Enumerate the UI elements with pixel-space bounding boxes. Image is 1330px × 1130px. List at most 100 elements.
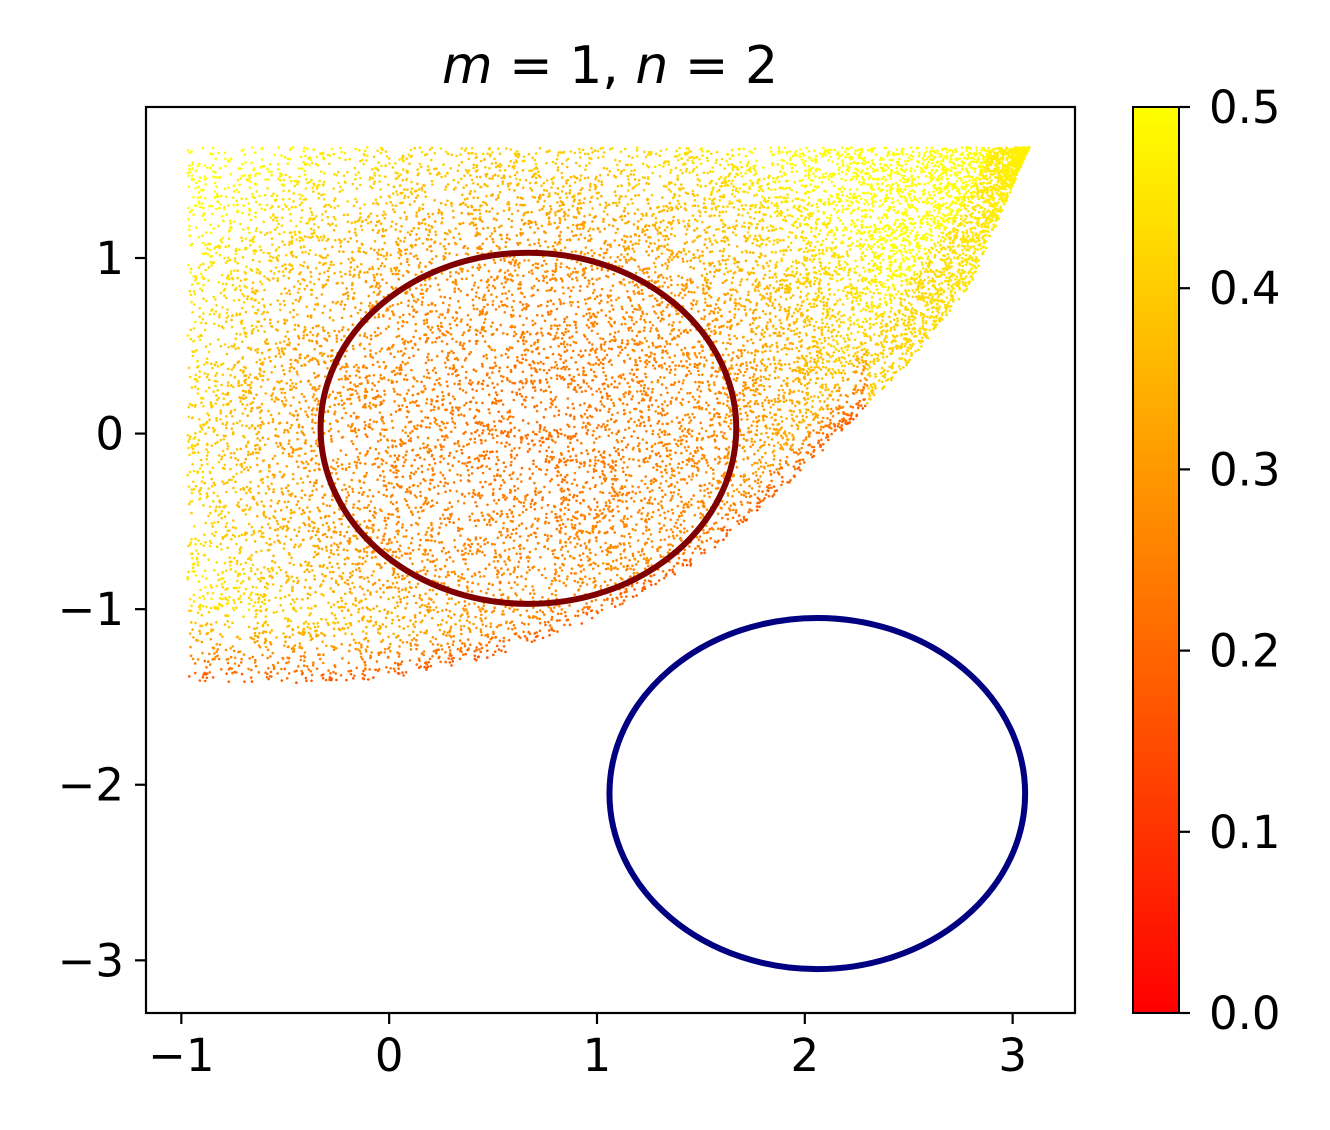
scatter-point [388, 162, 391, 165]
scatter-point [289, 212, 292, 216]
scatter-point [560, 480, 564, 484]
scatter-point [679, 360, 683, 363]
scatter-point [339, 533, 342, 536]
scatter-point [723, 360, 727, 363]
scatter-point [334, 581, 338, 585]
scatter-point [836, 398, 840, 402]
scatter-point [476, 251, 480, 255]
scatter-point [787, 312, 791, 315]
scatter-point [403, 196, 406, 200]
scatter-point [657, 210, 661, 214]
scatter-point [285, 421, 289, 425]
scatter-point [187, 218, 190, 221]
scatter-point [615, 298, 618, 302]
scatter-point [221, 392, 224, 395]
scatter-point [469, 318, 472, 321]
scatter-point [475, 307, 479, 311]
scatter-point [220, 668, 223, 671]
scatter-point [211, 152, 215, 156]
scatter-point [513, 447, 516, 450]
scatter-point [438, 377, 441, 380]
scatter-point [599, 294, 602, 297]
scatter-point [582, 201, 585, 205]
scatter-point [768, 284, 772, 287]
scatter-point [442, 245, 446, 248]
scatter-point [670, 396, 674, 400]
scatter-point [702, 202, 706, 205]
scatter-point [323, 171, 326, 175]
scatter-point [773, 370, 777, 373]
scatter-point [492, 499, 496, 502]
scatter-point [528, 568, 531, 572]
scatter-point [742, 445, 746, 449]
scatter-point [782, 196, 785, 200]
scatter-point [387, 325, 391, 329]
scatter-point [393, 460, 397, 464]
scatter-point [693, 291, 696, 294]
scatter-point [418, 594, 422, 597]
scatter-point [343, 592, 347, 596]
scatter-point [196, 196, 200, 199]
scatter-point [548, 633, 551, 637]
scatter-point [482, 321, 486, 324]
scatter-point [487, 269, 491, 273]
scatter-point [426, 605, 429, 609]
scatter-point [452, 351, 455, 355]
scatter-point [926, 222, 929, 226]
scatter-point [260, 282, 264, 286]
scatter-point [614, 231, 618, 235]
scatter-point [219, 542, 222, 546]
scatter-point [373, 384, 376, 387]
scatter-point [671, 470, 674, 473]
scatter-point [217, 657, 221, 661]
scatter-point [203, 372, 207, 375]
scatter-point [662, 524, 666, 527]
scatter-point [832, 351, 836, 354]
scatter-point [416, 510, 420, 514]
scatter-point [431, 257, 434, 261]
scatter-point [844, 155, 847, 159]
scatter-point [368, 401, 372, 405]
scatter-point [235, 542, 238, 546]
scatter-point [651, 432, 654, 436]
scatter-point [716, 311, 720, 314]
scatter-point [490, 162, 494, 165]
scatter-point [738, 187, 741, 190]
scatter-point [347, 525, 350, 529]
scatter-point [199, 492, 202, 496]
scatter-point [637, 242, 640, 246]
scatter-point [846, 147, 850, 151]
scatter-point [304, 578, 308, 582]
scatter-point [717, 447, 721, 451]
scatter-point [227, 237, 231, 240]
scatter-point [775, 209, 779, 213]
scatter-point [684, 191, 688, 195]
scatter-point [274, 266, 278, 269]
scatter-point [486, 423, 490, 427]
scatter-point [545, 429, 548, 433]
scatter-point [263, 288, 266, 292]
scatter-point [572, 407, 576, 410]
scatter-point [772, 356, 776, 359]
scatter-point [406, 340, 410, 344]
scatter-point [826, 233, 829, 237]
scatter-point [438, 655, 441, 659]
scatter-point [712, 477, 715, 481]
scatter-point [242, 592, 246, 595]
scatter-point [768, 240, 771, 243]
scatter-point [735, 337, 739, 340]
scatter-point [342, 213, 346, 217]
scatter-point [371, 583, 375, 586]
scatter-point [296, 361, 300, 364]
scatter-point [240, 167, 243, 170]
scatter-point [895, 148, 898, 151]
scatter-point [907, 257, 911, 261]
scatter-point [545, 455, 549, 458]
scatter-point [901, 190, 904, 194]
scatter-point [289, 508, 293, 512]
scatter-point [777, 362, 781, 365]
scatter-point [561, 554, 564, 557]
scatter-point [427, 215, 431, 219]
scatter-point [645, 312, 649, 316]
scatter-point [703, 489, 706, 492]
